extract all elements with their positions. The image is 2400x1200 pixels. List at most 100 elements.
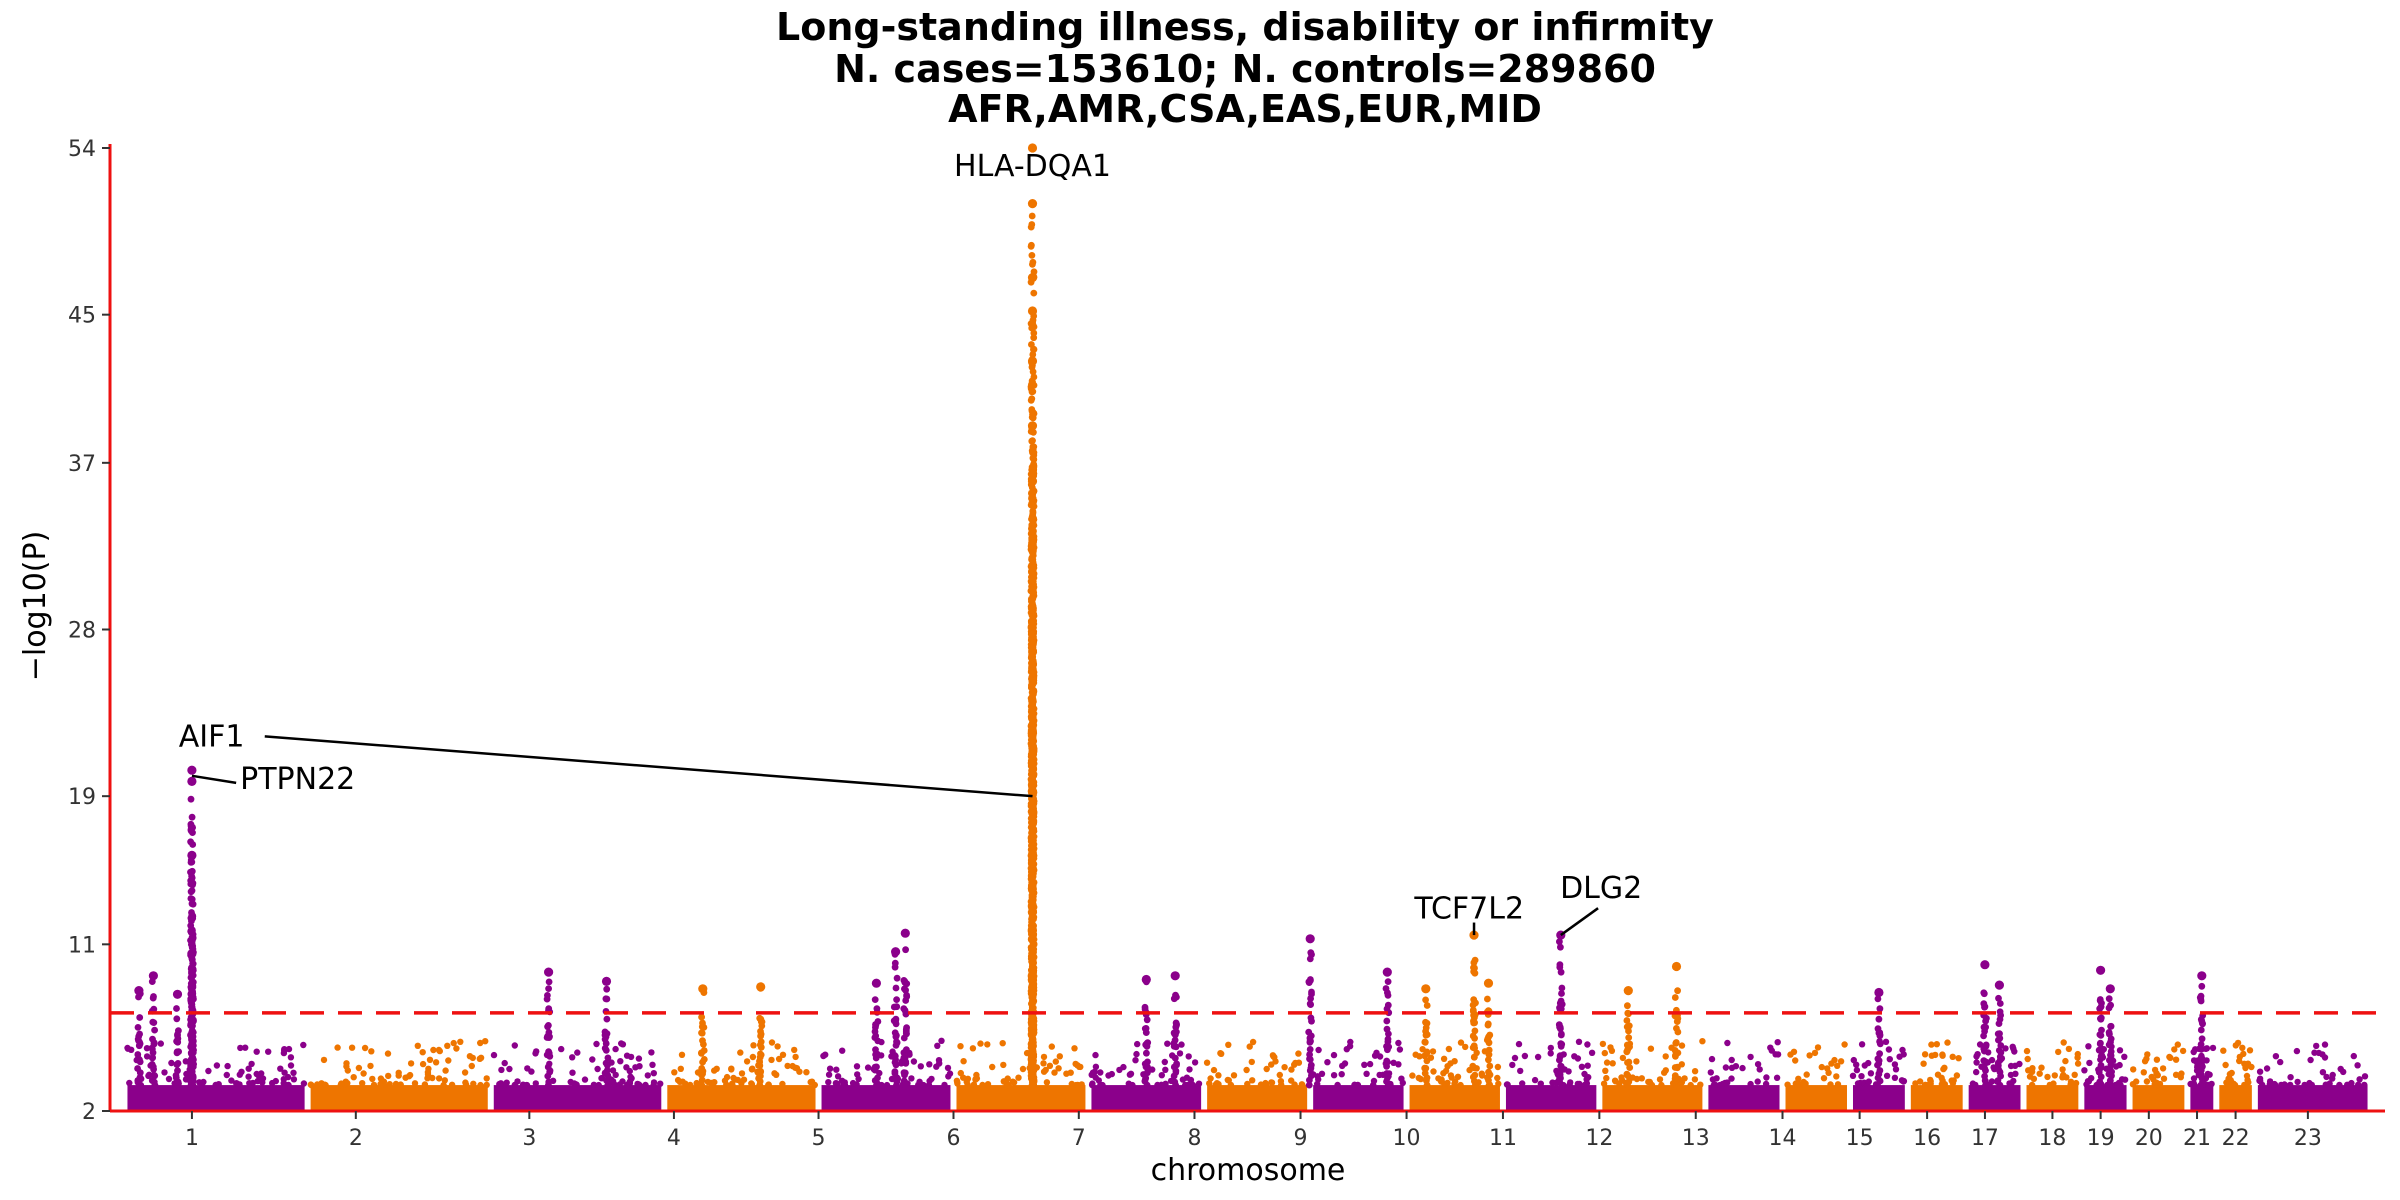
snp-point	[1091, 1068, 1098, 1076]
snp-point	[1324, 1059, 1331, 1066]
snp-point	[598, 1075, 605, 1082]
snp-point	[1691, 1076, 1699, 1083]
snp-point	[1422, 1064, 1430, 1072]
snp-point	[307, 1081, 314, 1088]
snp-point	[187, 838, 195, 846]
snp-point	[892, 1042, 900, 1049]
snp-point	[1486, 1062, 1494, 1070]
snp-point	[699, 1019, 706, 1027]
snp-point	[1028, 644, 1036, 652]
snp-point	[1457, 1081, 1464, 1089]
snp-point	[1716, 1081, 1724, 1089]
snp-point	[1143, 1016, 1151, 1024]
snp-point	[1567, 1079, 1574, 1086]
snp-point	[1029, 612, 1036, 619]
snp-point	[1767, 1044, 1774, 1051]
snp-point	[756, 1041, 764, 1049]
snp-point	[650, 1070, 657, 1077]
snp-point	[187, 795, 195, 803]
snp-point	[2098, 1026, 2105, 1034]
snp-point	[2072, 1079, 2080, 1087]
snp-point	[1834, 1062, 1841, 1070]
snp-point	[1306, 955, 1314, 963]
snp-point	[545, 1048, 552, 1056]
snp-point	[444, 1042, 451, 1050]
snp-point	[1268, 1079, 1275, 1086]
snp-point	[1051, 1069, 1058, 1076]
snp-point	[1519, 1080, 1526, 1087]
snp-point	[188, 900, 196, 908]
snp-point	[2323, 1073, 2330, 1081]
snp-point	[1183, 1074, 1191, 1081]
snp-point	[1398, 1075, 1405, 1082]
snp-point	[2287, 1081, 2294, 1089]
snp-point	[1898, 1077, 1906, 1084]
snp-point	[1892, 1066, 1900, 1073]
snp-point	[925, 1081, 933, 1089]
snp-point	[187, 922, 195, 929]
snp-point	[1886, 1056, 1894, 1063]
snp-point	[2105, 995, 2113, 1003]
snp-point	[642, 1081, 649, 1089]
snp-point	[188, 874, 196, 882]
snp-point	[2232, 1042, 2239, 1049]
snp-point	[2208, 1080, 2215, 1088]
snp-point	[1454, 1073, 1462, 1081]
snp-point	[2306, 1079, 2313, 1087]
snp-point	[450, 1039, 457, 1047]
snp-point	[1754, 1078, 1761, 1085]
snp-point	[1010, 1079, 1018, 1086]
snp-point	[466, 1053, 474, 1060]
snp-point	[1891, 1074, 1899, 1082]
snp-point	[1658, 1081, 1665, 1089]
snp-point	[2287, 1074, 2294, 1081]
snp-point	[1142, 1029, 1150, 1036]
snp-point	[1015, 1074, 1022, 1081]
snp-point	[1225, 1077, 1233, 1084]
x-tick-label: 1	[185, 1126, 199, 1151]
snp-point	[228, 1077, 235, 1084]
snp-point	[2171, 1046, 2178, 1053]
snp-point	[903, 1024, 910, 1032]
snp-point	[1728, 1056, 1735, 1064]
snp-point	[891, 963, 899, 971]
snp-point	[397, 1081, 404, 1088]
snp-point	[1028, 407, 1036, 415]
snp-point	[2029, 1065, 2036, 1072]
snp-point	[476, 1055, 483, 1063]
snp-point	[2085, 1078, 2093, 1085]
snp-point	[1071, 1045, 1078, 1052]
snp-point	[1170, 1043, 1178, 1050]
chromosome-1-points	[124, 1040, 308, 1111]
snp-point	[245, 1065, 252, 1072]
snp-point	[1773, 1074, 1781, 1082]
chromosome-13-points	[1707, 1039, 1782, 1111]
snp-point	[2151, 1066, 2159, 1074]
snp-point	[775, 1055, 783, 1063]
snp-point	[1599, 1040, 1607, 1048]
snp-point	[1423, 1031, 1431, 1038]
snp-point	[1370, 1081, 1377, 1089]
snp-point	[523, 1081, 530, 1089]
snp-point	[757, 1051, 765, 1059]
snp-point	[430, 1046, 437, 1054]
snp-point	[483, 1081, 490, 1089]
snp-point	[1126, 1071, 1134, 1078]
snp-point	[1547, 1050, 1554, 1057]
snp-point	[2231, 1081, 2238, 1089]
snp-point	[253, 1048, 260, 1055]
snp-point	[2144, 1051, 2151, 1058]
snp-point	[2347, 1080, 2355, 1088]
snp-point	[2313, 1042, 2320, 1050]
x-tick-label: 18	[2038, 1126, 2066, 1151]
snp-point	[1030, 820, 1037, 827]
snp-point	[1291, 1081, 1298, 1088]
snp-point	[1511, 1054, 1519, 1062]
snp-point	[402, 1074, 409, 1081]
snp-point	[344, 1080, 351, 1087]
snp-point	[657, 1080, 664, 1087]
snp-point	[713, 1065, 720, 1073]
x-tick-label: 13	[1682, 1126, 1710, 1151]
snp-point	[189, 988, 197, 996]
snp-point	[1028, 252, 1036, 259]
